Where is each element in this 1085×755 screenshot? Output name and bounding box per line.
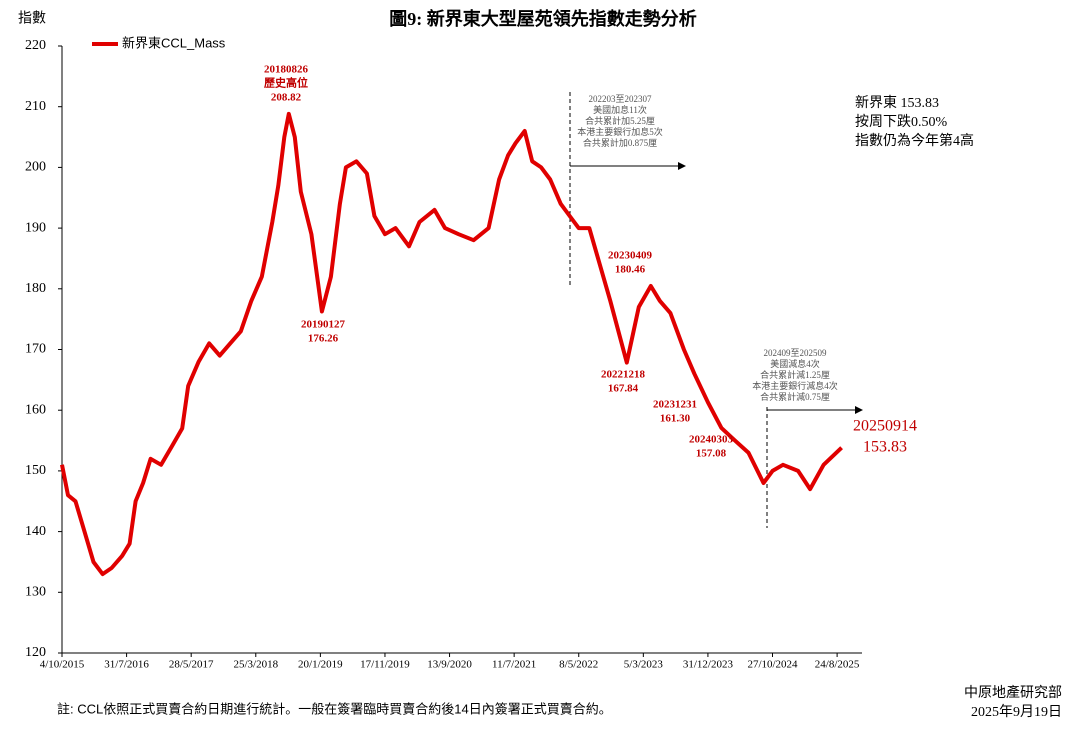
period-note: 美國加息11次 <box>593 104 647 115</box>
period-note: 合共累計加0.875厘 <box>583 137 657 148</box>
y-tick-label: 150 <box>25 463 46 478</box>
y-tick-label: 210 <box>25 99 46 114</box>
y-tick-label: 160 <box>25 402 46 417</box>
annotation: 20230409 <box>608 250 653 262</box>
latest-label: 153.83 <box>863 439 907 456</box>
annotation: 20190127 <box>301 319 346 331</box>
x-tick-label: 4/10/2015 <box>40 659 85 671</box>
annotation: 20240303 <box>689 434 734 446</box>
arrow-head <box>855 406 863 414</box>
period-note: 本港主要銀行加息5次 <box>577 126 663 137</box>
annotation: 20180826 <box>264 64 309 76</box>
y-tick-label: 130 <box>25 585 46 600</box>
footnote: 註: CCL依照正式買賣合約日期進行統計。一般在簽署臨時買賣合約後14日內簽署正… <box>57 701 612 716</box>
x-tick-label: 31/7/2016 <box>104 659 149 671</box>
source: 中原地產研究部 <box>964 684 1062 701</box>
summary: 按周下跌0.50% <box>855 114 947 130</box>
annotation: 20231231 <box>653 399 697 411</box>
y-tick-label: 220 <box>25 38 46 53</box>
annotation: 歷史高位 <box>264 76 308 90</box>
x-tick-label: 13/9/2020 <box>427 659 472 671</box>
annotation: 208.82 <box>271 92 302 104</box>
x-tick-label: 8/5/2022 <box>559 659 598 671</box>
period-note: 合共累計加5.25厘 <box>585 115 655 126</box>
period-note: 合共累計減1.25厘 <box>760 369 830 380</box>
annotation: 157.08 <box>696 448 727 460</box>
period-note: 合共累計減0.75厘 <box>760 391 830 402</box>
x-tick-label: 5/3/2023 <box>624 659 664 671</box>
y-axis-label: 指數 <box>18 10 46 26</box>
period-note: 202409至202509 <box>763 348 827 358</box>
x-tick-label: 25/3/2018 <box>233 659 278 671</box>
series-line <box>60 111 843 577</box>
chart-title: 圖9: 新界東大型屋苑領先指數走勢分析 <box>389 8 697 29</box>
y-tick-label: 180 <box>25 281 46 296</box>
annotation: 180.46 <box>615 264 646 276</box>
summary: 指數仍為今年第4高 <box>855 132 974 149</box>
latest-label: 20250914 <box>853 418 917 435</box>
y-tick-label: 200 <box>25 160 46 175</box>
x-tick-label: 17/11/2019 <box>360 659 410 671</box>
y-tick-label: 170 <box>25 342 46 357</box>
y-tick-label: 190 <box>25 220 46 235</box>
annotation: 176.26 <box>308 333 339 345</box>
y-tick-label: 140 <box>25 524 46 539</box>
x-tick-label: 28/5/2017 <box>169 659 214 671</box>
x-tick-label: 11/7/2021 <box>492 659 536 671</box>
annotation: 20221218 <box>601 369 646 381</box>
annotation: 161.30 <box>660 413 691 425</box>
x-tick-label: 20/1/2019 <box>298 659 343 671</box>
period-note: 本港主要銀行減息4次 <box>752 380 838 391</box>
period-note: 202203至202307 <box>588 94 652 104</box>
annotation: 167.84 <box>608 383 639 395</box>
period-note: 美國減息4次 <box>770 358 820 369</box>
x-tick-label: 24/8/2025 <box>815 659 860 671</box>
legend-label: 新界東CCL_Mass <box>122 35 226 50</box>
source-date: 2025年9月19日 <box>971 704 1062 720</box>
x-tick-label: 27/10/2024 <box>747 659 798 671</box>
y-tick-label: 120 <box>25 645 46 660</box>
summary: 新界東 153.83 <box>855 95 939 111</box>
x-tick-label: 31/12/2023 <box>683 659 734 671</box>
arrow-head <box>678 162 686 170</box>
